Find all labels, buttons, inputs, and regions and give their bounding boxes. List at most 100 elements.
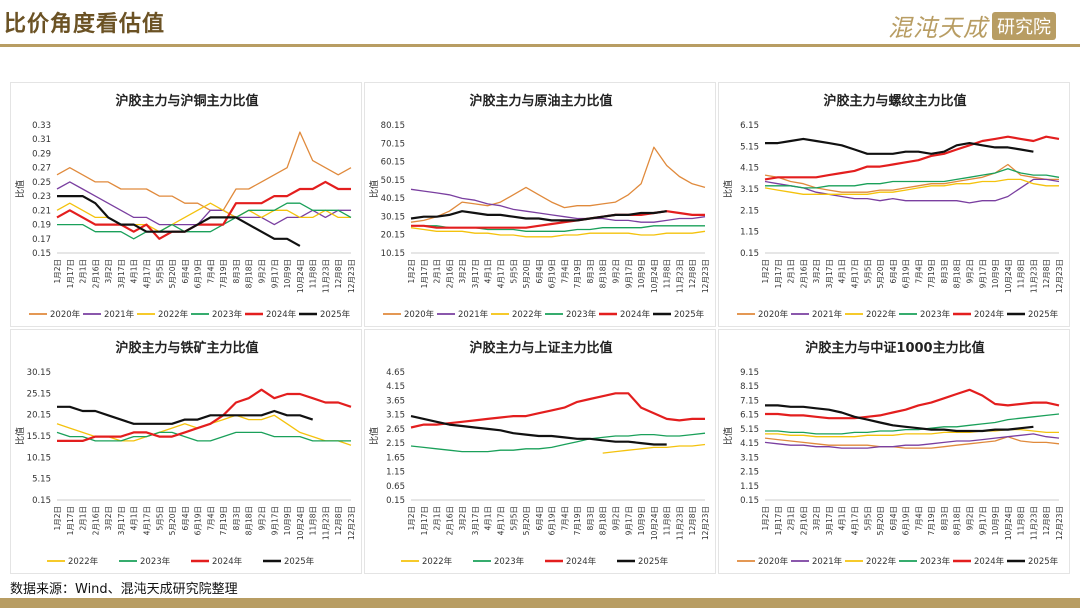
y-tick-label: 10.15 [381, 249, 405, 259]
y-tick-label: 20.15 [381, 231, 405, 241]
x-tick-label: 11月8日 [309, 259, 318, 288]
brand-logo: 混沌天成 研究院 [888, 8, 1056, 43]
x-tick-label: 4月1日 [130, 506, 139, 531]
chart-csi1000: 沪胶主力与中证1000主力比值 9.15 8.15 7.15 6.15 5.15 4.15 3… [722, 340, 1064, 567]
legend-label: 2022年 [512, 309, 543, 320]
legend-label: 2021年 [104, 309, 135, 320]
y-tick-label: 2.15 [740, 468, 759, 478]
y-tick-label: 0.21 [32, 206, 51, 216]
x-tick-label: 12月23日 [701, 506, 710, 540]
x-tick-label: 6月19日 [194, 506, 203, 535]
y-tick-label: 0.23 [32, 192, 51, 202]
y-axis-label: 比值 [722, 427, 734, 445]
x-tick-label: 8月18日 [953, 506, 962, 535]
x-tick-label: 6月19日 [548, 259, 557, 288]
y-tick-label: 10.15 [27, 453, 51, 463]
x-tick-label: 8月18日 [245, 506, 254, 535]
x-tick-label: 8月3日 [940, 506, 949, 531]
x-tick-label: 6月4日 [889, 506, 898, 531]
x-tick-label: 9月2日 [612, 506, 621, 531]
chart-rebar: 沪胶主力与螺纹主力比值 6.15 5.15 4.15 3.15 2.15 1.15 0.15 比… [722, 93, 1064, 320]
x-tick-label: 2月1日 [787, 259, 796, 284]
legend-label: 2022年 [866, 309, 897, 320]
legend-label: 2024年 [566, 556, 597, 567]
x-tick-label: 7月4日 [914, 259, 923, 284]
x-tick-label: 6月19日 [902, 259, 911, 288]
x-tick-label: 7月4日 [560, 259, 569, 284]
series-line-2025年 [57, 405, 314, 425]
x-tick-label: 12月8日 [334, 506, 343, 535]
legend-label: 2025年 [320, 309, 351, 320]
x-tick-label: 4月1日 [484, 259, 493, 284]
x-tick-label: 6月4日 [535, 506, 544, 531]
x-tick-label: 7月19日 [573, 259, 582, 288]
series-line-2022年 [602, 443, 706, 454]
x-tick-label: 3月2日 [458, 506, 467, 531]
page-title: 比价角度看估值 [4, 12, 166, 37]
x-tick-label: 6月4日 [181, 259, 190, 284]
x-tick-label: 9月2日 [966, 259, 975, 284]
x-tick-label: 3月2日 [812, 259, 821, 284]
x-tick-label: 10月24日 [650, 259, 659, 293]
x-tick-label: 11月23日 [675, 506, 684, 540]
y-tick-label: 1.15 [386, 468, 405, 478]
brand-name: 混沌天成 [888, 14, 988, 42]
x-tick-label: 8月3日 [586, 506, 595, 531]
y-tick-label: 4.15 [386, 382, 405, 392]
x-tick-label: 3月17日 [471, 259, 480, 288]
y-tick-label: 6.15 [740, 121, 759, 131]
y-tick-label: 0.33 [32, 121, 51, 131]
y-tick-label: 50.15 [381, 176, 405, 186]
y-tick-label: 30.15 [381, 212, 405, 222]
x-tick-label: 1月17日 [66, 259, 75, 288]
y-tick-label: 3.15 [740, 185, 759, 195]
series-line-2024年 [57, 388, 352, 442]
x-tick-label: 12月8日 [688, 259, 697, 288]
legend-label: 2020年 [50, 309, 81, 320]
legend-label: 2021年 [458, 309, 489, 320]
chart-panel-csi1000: 沪胶主力与中证1000主力比值 9.15 8.15 7.15 6.15 5.15 4.15 3… [718, 329, 1070, 574]
y-axis-label: 比值 [368, 180, 380, 198]
series-line-2023年 [765, 413, 1060, 435]
y-tick-label: 9.15 [740, 368, 759, 378]
series-line-2020年 [764, 163, 1059, 193]
x-tick-label: 10月24日 [1004, 259, 1013, 293]
series-line-2020年 [764, 436, 1060, 449]
header-rule [0, 44, 1080, 47]
chart-panel-sse: 沪胶主力与上证主力比值 4.65 4.15 3.65 3.15 2.65 2.15 1.65 1… [364, 329, 716, 574]
x-tick-label: 2月1日 [433, 506, 442, 531]
x-tick-label: 2月16日 [91, 259, 100, 288]
x-tick-label: 5月20日 [876, 259, 885, 288]
x-tick-label: 10月24日 [296, 506, 305, 540]
legend-label: 2022年 [158, 309, 189, 320]
legend-label: 2021年 [812, 309, 843, 320]
x-tick-label: 9月2日 [258, 259, 267, 284]
y-tick-label: 40.15 [381, 194, 405, 204]
x-tick-label: 6月19日 [902, 506, 911, 535]
x-tick-label: 2月1日 [79, 259, 88, 284]
y-tick-label: 5.15 [740, 142, 759, 152]
x-tick-label: 1月2日 [407, 259, 416, 284]
x-tick-label: 6月4日 [181, 506, 190, 531]
x-tick-label: 9月17日 [270, 506, 279, 535]
x-tick-label: 8月18日 [953, 259, 962, 288]
y-tick-label: 3.15 [386, 411, 405, 421]
y-tick-label: 3.65 [386, 396, 405, 406]
legend-label: 2024年 [974, 309, 1005, 320]
y-tick-label: 6.15 [740, 411, 759, 421]
series-line-2022年 [764, 178, 1059, 195]
x-tick-label: 2月16日 [799, 506, 808, 535]
x-tick-label: 5月20日 [168, 259, 177, 288]
x-tick-label: 11月23日 [321, 506, 330, 540]
series-line-2025年 [410, 210, 667, 222]
x-tick-label: 3月17日 [825, 506, 834, 535]
chart-title: 沪胶主力与铁矿主力比值 [115, 340, 258, 356]
x-tick-label: 10月9日 [637, 259, 646, 288]
chart-copper: 沪胶主力与沪铜主力比值 0.33 0.31 0.29 0.27 0.25 0.23 0.21 0… [14, 93, 356, 320]
x-tick-label: 4月1日 [838, 506, 847, 531]
legend-label: 2025年 [674, 309, 705, 320]
y-tick-label: 4.15 [740, 164, 759, 174]
x-tick-label: 2月1日 [433, 259, 442, 284]
x-tick-label: 4月17日 [142, 506, 151, 535]
x-tick-label: 12月23日 [347, 259, 356, 293]
